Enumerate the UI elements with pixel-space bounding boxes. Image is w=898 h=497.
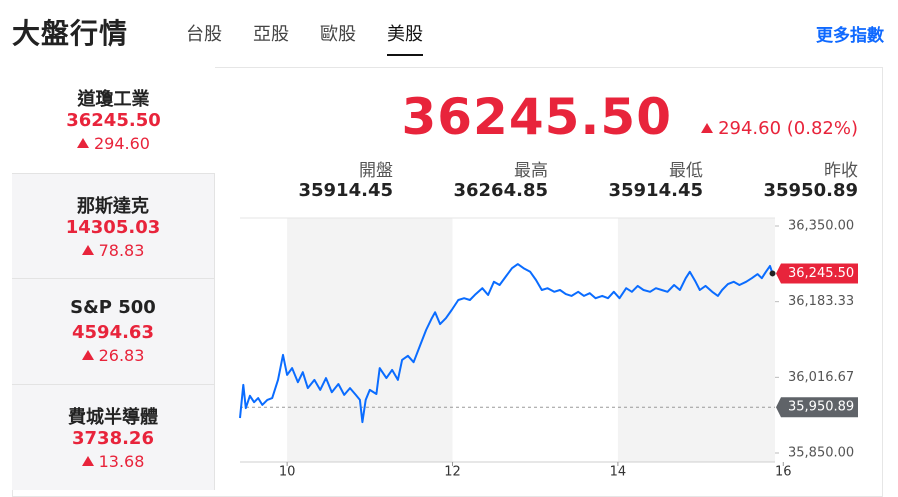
index-change: 78.83 [12, 241, 214, 260]
change-text: 26.83 [98, 346, 145, 365]
change-text: 294.60 (0.82%) [718, 118, 858, 139]
more-link[interactable]: 更多指數 [816, 26, 884, 46]
reference-label-box [776, 397, 858, 418]
up-icon [701, 123, 714, 133]
index-price: 3738.26 [72, 427, 154, 449]
y-tick-label: 36,183.33 [788, 294, 854, 309]
index-change: 13.68 [12, 452, 214, 471]
change-text: 294.60 [94, 134, 150, 153]
tab[interactable]: 歐股 [320, 24, 356, 45]
index-name: 那斯達克 [77, 195, 149, 217]
index-name: S&P 500 [70, 297, 156, 318]
stat-label: 最低 [669, 161, 703, 181]
y-tick-label: 36,350.00 [788, 218, 854, 233]
last-label-box [776, 263, 858, 284]
reference-label: 35,950.89 [788, 400, 854, 415]
y-tick-label: 36,016.67 [788, 370, 854, 385]
index-change: 294.60 [12, 134, 215, 153]
index-name: 費城半導體 [68, 406, 158, 428]
last-point [769, 270, 776, 277]
time-band [617, 218, 775, 462]
up-icon [81, 350, 94, 360]
x-tick-label: 16 [775, 465, 792, 480]
quote-price: 36245.50 [401, 88, 672, 146]
stat-label: 最高 [514, 161, 548, 181]
index-item[interactable]: 那斯達克 14305.03 78.83 [12, 172, 215, 279]
up-icon [77, 138, 89, 148]
price-line [239, 263, 774, 424]
y-tick-label: 35,850.00 [788, 446, 854, 461]
index-price: 4594.63 [72, 322, 154, 343]
tab[interactable]: 美股 [387, 20, 423, 56]
index-price: 14305.03 [65, 216, 161, 238]
stat-value: 36264.85 [453, 180, 548, 201]
index-price: 36245.50 [66, 110, 161, 131]
index-item[interactable]: 費城半導體 3738.26 13.68 [12, 383, 215, 490]
x-tick-label: 14 [610, 465, 627, 480]
stat-label: 開盤 [359, 161, 393, 181]
change-text: 13.68 [98, 451, 145, 471]
page-title: 大盤行情 [12, 17, 129, 50]
up-icon [81, 455, 94, 466]
time-band [287, 218, 453, 462]
quote-change: 294.60 (0.82%) [701, 118, 858, 139]
x-tick-label: 12 [444, 465, 461, 480]
tab[interactable]: 亞股 [253, 24, 289, 45]
index-item[interactable]: 道瓊工業 36245.50 294.60 [12, 67, 215, 173]
index-item[interactable]: S&P 500 4594.63 26.83 [12, 278, 215, 384]
change-text: 78.83 [98, 240, 145, 260]
tab[interactable]: 台股 [186, 24, 222, 45]
index-name: 道瓊工業 [77, 89, 150, 110]
stat-value: 35914.45 [298, 180, 393, 201]
index-change: 26.83 [12, 346, 214, 365]
last-label: 36,245.50 [788, 266, 854, 281]
up-icon [81, 244, 94, 255]
stat-label: 昨收 [824, 161, 858, 181]
stat-value: 35914.45 [608, 180, 703, 201]
x-tick-label: 10 [279, 465, 296, 480]
stat-value: 35950.89 [763, 180, 858, 201]
